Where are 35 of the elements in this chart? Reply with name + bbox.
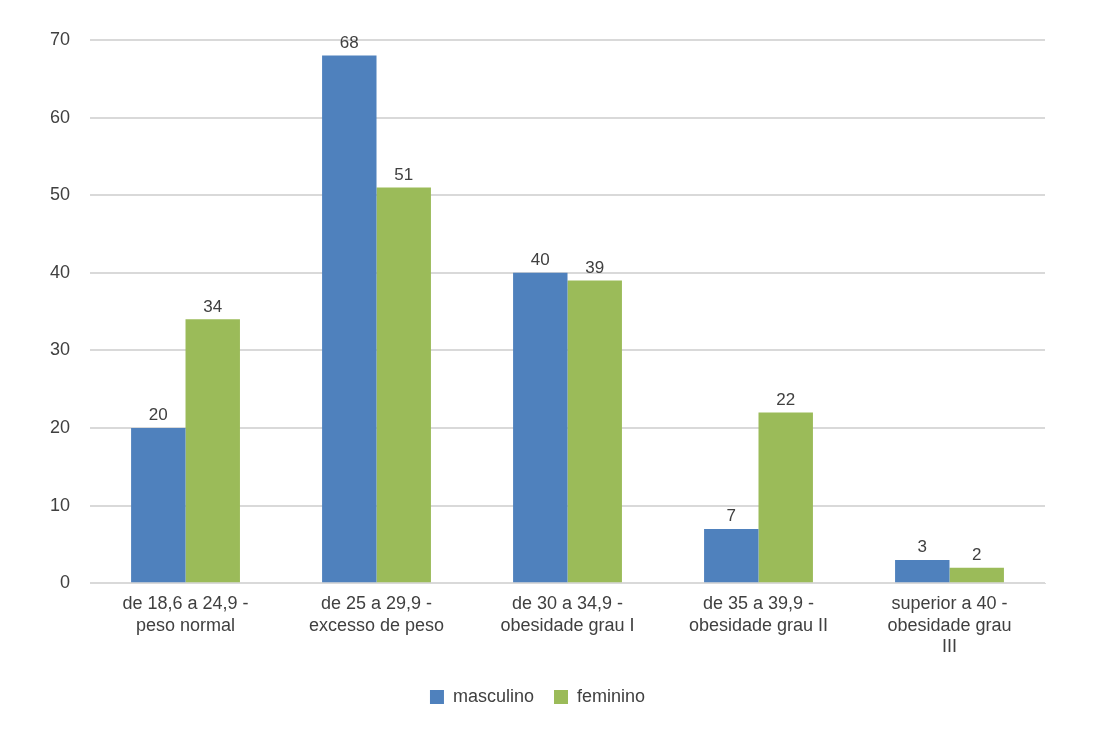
y-tick-label: 50 [49, 184, 71, 205]
y-tick-label: 30 [49, 339, 71, 360]
bar [513, 272, 568, 583]
y-tick-label: 60 [49, 106, 71, 127]
legend-label: feminino [577, 685, 646, 706]
data-label: 3 [917, 537, 928, 557]
bar [704, 528, 759, 583]
y-tick-label: 40 [49, 261, 71, 282]
bar [376, 187, 431, 583]
x-tick-label: de 25 a 29,9 - excesso de peso [308, 592, 445, 635]
bar [895, 559, 950, 583]
bar [567, 280, 622, 583]
x-tick-label: de 18,6 a 24,9 - peso normal [122, 592, 249, 635]
x-tick-label: de 35 a 39,9 - obesidade grau II [688, 592, 829, 635]
data-label: 68 [339, 32, 359, 52]
legend-label: masculino [452, 685, 535, 706]
x-tick-label: superior a 40 - obesidade grau III [887, 592, 1012, 657]
data-label: 22 [776, 389, 796, 409]
data-label: 2 [971, 544, 982, 564]
data-label: 39 [585, 257, 605, 277]
data-label: 40 [530, 249, 550, 269]
y-tick-label: 70 [49, 28, 71, 49]
bar [185, 319, 240, 583]
y-tick-label: 20 [49, 416, 71, 437]
data-label: 51 [394, 164, 414, 184]
data-label: 34 [203, 296, 223, 316]
bar [322, 55, 377, 583]
data-label: 20 [148, 405, 168, 425]
bar [131, 428, 186, 583]
y-tick-label: 0 [60, 572, 71, 593]
x-tick-label: de 30 a 34,9 - obesidade grau I [500, 592, 635, 635]
y-tick-label: 10 [49, 494, 71, 515]
bar [949, 567, 1004, 583]
data-label: 7 [726, 506, 737, 526]
bar [758, 412, 813, 583]
